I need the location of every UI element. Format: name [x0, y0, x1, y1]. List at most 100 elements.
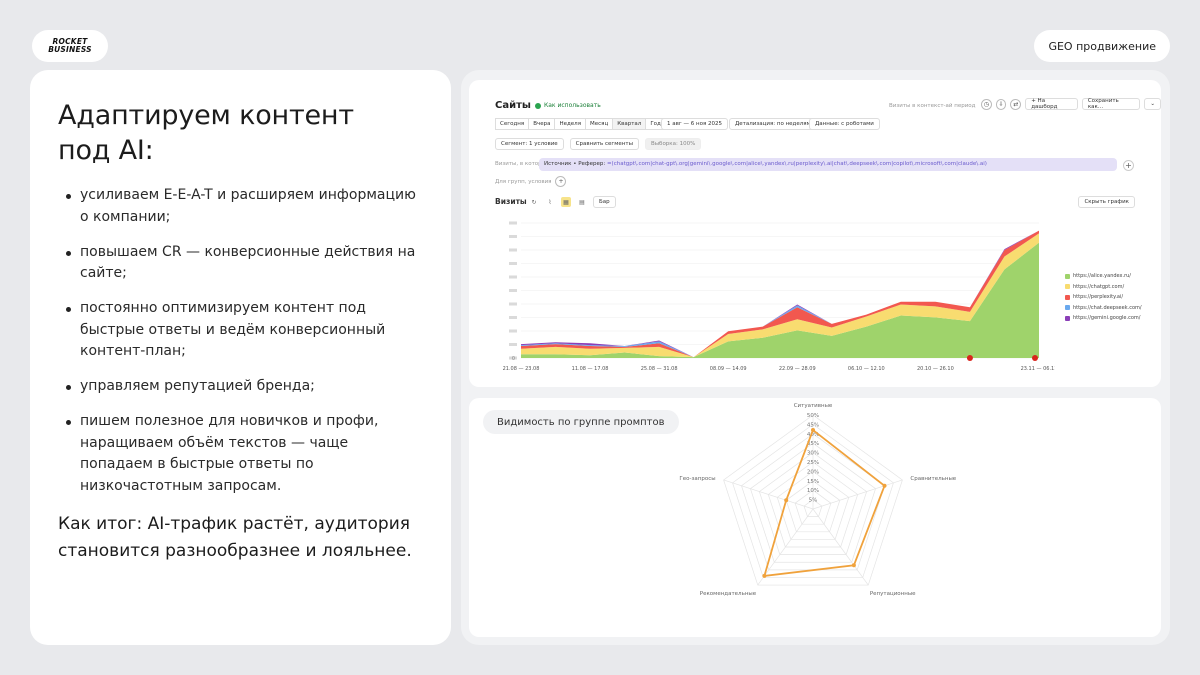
radar-chart: 5% 10% 15% 20% 25% 30% 35% 40% 45% 50% Ситуативные… [679, 403, 956, 597]
table-icon[interactable]: ▤ [579, 198, 585, 206]
bullet-item: повышаем CR — конверсионные действия на … [58, 242, 423, 285]
share-icon[interactable]: ⇄ [1010, 98, 1022, 110]
save-as-button[interactable]: Сохранить как... [1081, 98, 1141, 110]
radar-ring-label: 5% [809, 498, 818, 504]
tab-period[interactable]: Неделя [554, 118, 586, 130]
segment-select[interactable]: Сегмент: 1 условие [495, 138, 564, 150]
metrica-report-panel: Сайты Как использовать Визиты в контекст… [469, 80, 1161, 387]
detail-select[interactable]: Детализация: по неделям [729, 118, 817, 130]
radar-point [762, 573, 767, 578]
info-icon [535, 102, 541, 109]
radar-grid-ring [776, 470, 850, 540]
bullet-item: пишем полезное для новичков и профи, нар… [58, 411, 423, 497]
report-toolbar: ◷ ⇩ ⇄ + На дашборд Сохранить как... ⌄ [981, 98, 1161, 110]
period-tabs: Сегодня Вчера Неделя Месяц Квартал Год [495, 118, 666, 130]
x-tick-label: 06.10 — 12.10 [848, 366, 885, 372]
tab-period[interactable]: Сегодня [495, 118, 530, 130]
bar-select[interactable]: Бар [593, 196, 616, 208]
y-tick-label [509, 343, 517, 346]
annotation-marker [1032, 355, 1038, 361]
legend-swatch [1065, 294, 1070, 300]
date-range-picker[interactable]: 1 авг — 6 ноя 2025 [661, 118, 729, 130]
area-chart-icon[interactable]: ▦ [561, 197, 571, 207]
radar-point [784, 498, 789, 503]
radar-title: Видимость по группе промптов [483, 410, 679, 434]
radar-axis [812, 479, 903, 510]
y-tick-label [509, 275, 517, 279]
x-tick-label: 22.09 — 28.09 [779, 366, 816, 372]
radar-ring-label: 10% [807, 488, 819, 494]
add-dashboard-button[interactable]: + На дашборд [1025, 98, 1078, 110]
sample-select[interactable]: Выборка: 100% [644, 138, 702, 150]
radar-grid-ring [803, 499, 823, 517]
legend-item[interactable]: https://chatgpt.com/ [1065, 282, 1142, 293]
robots-select[interactable]: Данные: с роботами [809, 118, 880, 130]
summary-text: Как итог: AI-трафик растёт, аудитория ст… [58, 513, 412, 561]
radar-ring-label: 20% [807, 469, 819, 475]
refresh-icon[interactable]: ↻ [531, 198, 537, 206]
howto-link[interactable]: Как использовать [535, 102, 601, 109]
series-area [521, 230, 1039, 358]
radar-grid-ring [767, 461, 859, 548]
x-tick-label: 20.10 — 26.10 [917, 366, 954, 372]
chevron-down-icon[interactable]: ⌄ [1144, 98, 1161, 110]
legend-item[interactable]: https://chat.deepseek.com/ [1065, 303, 1142, 314]
radar-point [882, 483, 887, 488]
y-tick-label [509, 221, 517, 225]
tab-period[interactable]: Квартал [612, 118, 647, 130]
y-tick-label [509, 316, 517, 319]
legend-item[interactable]: https://perplexity.ai/ [1065, 292, 1142, 303]
chart-type-switcher: ↻ ⌇ ▦ ▤ Бар [529, 196, 616, 208]
y-tick-label [509, 329, 517, 333]
plus-icon[interactable]: + [555, 176, 567, 187]
hide-chart-button[interactable]: Скрыть график [1078, 196, 1135, 208]
x-tick-label: 23.11 — 06.11 [1021, 366, 1055, 372]
radar-axis [757, 508, 814, 586]
radar-ring-label: 40% [807, 432, 819, 438]
radar-axis-label: Сравнительные [910, 476, 956, 482]
filter-label: Визиты, в которых [495, 161, 550, 167]
radar-axis [812, 508, 869, 586]
legend-swatch [1065, 305, 1070, 311]
logo-line-2: BUSINESS [48, 45, 92, 54]
bullet-item: управляем репутацией бренда; [58, 376, 423, 398]
radar-axis-label: Гео-запросы [679, 476, 715, 482]
y-tick-label [509, 248, 517, 252]
radar-grid-ring [785, 480, 841, 533]
visibility-panel: Видимость по группе промптов 5% 10% 15% 20%… [469, 398, 1161, 637]
radar-ring-label: 45% [807, 422, 819, 428]
clock-icon[interactable]: ◷ [981, 98, 992, 110]
bullet-item: усиливаем E-E-A-T и расширяем информацию… [58, 185, 423, 228]
radar-grid-ring [732, 423, 894, 578]
x-tick-label: 11.08 — 17.08 [572, 366, 609, 372]
radar-grid-ring [750, 442, 876, 563]
tab-period[interactable]: Вчера [528, 118, 556, 130]
radar-point [811, 428, 815, 433]
legend-swatch [1065, 315, 1070, 321]
legend-label: https://chatgpt.com/ [1073, 283, 1125, 290]
legend-label: https://alice.yandex.ru/ [1073, 273, 1131, 280]
radar-grid-ring [723, 414, 903, 586]
legend-item[interactable]: https://alice.yandex.ru/ [1065, 271, 1142, 282]
series-area [521, 242, 1039, 358]
screenshots-area: Сайты Как использовать Визиты в контекст… [461, 70, 1170, 645]
radar-ring-label: 30% [807, 451, 819, 457]
line-chart-icon[interactable]: ⌇ [548, 198, 552, 206]
filter-source: Источник • Реферер: [544, 161, 606, 167]
tab-period[interactable]: Месяц [585, 118, 614, 130]
filter-condition[interactable]: Источник • Реферер: =(chatgpt\.com|chat-… [539, 158, 1117, 171]
annotation-marker [966, 355, 973, 361]
report-title: Сайты [495, 100, 531, 111]
y-tick-label [509, 262, 517, 265]
compare-segments-button[interactable]: Сравнить сегменты [569, 138, 639, 150]
group-label: Для групп, условия [495, 178, 552, 185]
add-filter-button[interactable]: + [1123, 160, 1134, 171]
legend-swatch [1065, 273, 1070, 279]
legend-item[interactable]: https://gemini.google.com/ [1065, 313, 1142, 324]
radar-series [763, 428, 886, 577]
radar-axis-label: Рекомендательные [700, 591, 757, 597]
radar-axis-label: Репутационные [870, 591, 916, 597]
legend-label: https://gemini.google.com/ [1073, 315, 1141, 322]
download-icon[interactable]: ⇩ [995, 98, 1007, 110]
radar-point [851, 563, 856, 568]
